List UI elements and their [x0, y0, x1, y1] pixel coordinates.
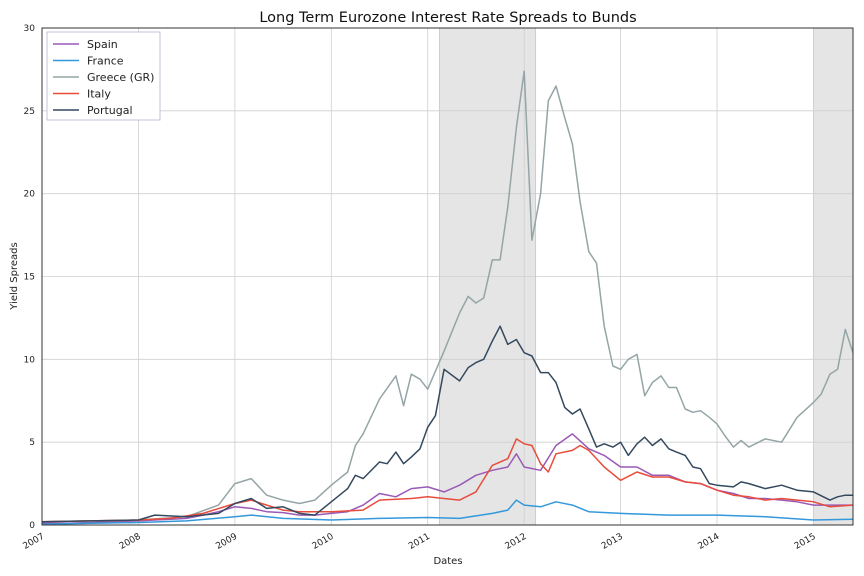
series-line-france [41, 499, 854, 525]
legend-box [46, 31, 161, 121]
y-axis-ticks: 0 5 10 15 20 25 30 [24, 24, 36, 531]
legend-label-greece-gr: Greece (GR) [87, 71, 154, 84]
series-line-portugal [41, 325, 853, 523]
y-axis-label: Yield Spreads [9, 242, 20, 310]
series-line-greece-gr [41, 70, 854, 523]
series-lines [41, 70, 854, 525]
y-tick-label: 15 [24, 273, 35, 283]
chart-title: Long Term Eurozone Interest Rate Spreads… [259, 10, 636, 26]
legend: Spain France Greece (GR) Italy Portugal [46, 31, 161, 121]
y-tick-label: 0 [29, 521, 35, 531]
legend-label-italy: Italy [87, 88, 111, 101]
y-tick-label: 30 [24, 24, 36, 34]
legend-label-france: France [87, 55, 124, 68]
y-tick-label: 20 [24, 190, 36, 200]
y-tick-label: 25 [24, 107, 35, 117]
y-tick-label: 10 [24, 355, 36, 365]
plot-frame [41, 27, 854, 526]
legend-label-portugal: Portugal [87, 104, 133, 117]
y-tick-label: 5 [29, 438, 35, 448]
x-axis-label: Dates [433, 556, 462, 567]
legend-label-spain: Spain [87, 38, 118, 51]
